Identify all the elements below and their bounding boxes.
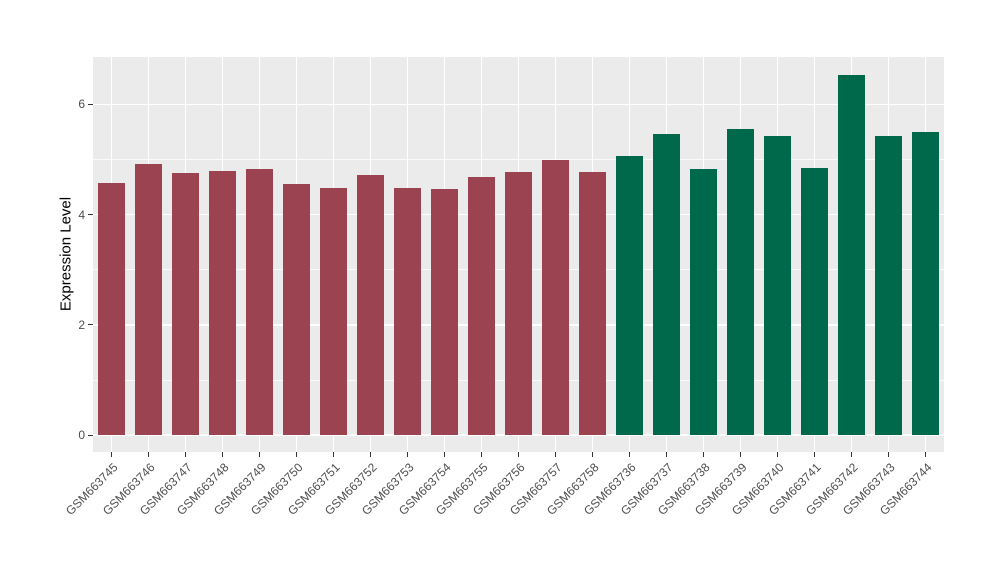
y-tick-label-2: 2 — [78, 317, 85, 332]
bar-GSM663756 — [504, 171, 532, 435]
bar-GSM663752 — [356, 174, 384, 435]
y-tick-label-4: 4 — [78, 207, 85, 222]
y-tick-label-6: 6 — [78, 97, 85, 112]
x-tick-mark-GSM663742 — [851, 452, 852, 457]
y-tick-mark-2 — [88, 324, 93, 326]
x-tick-mark-GSM663753 — [407, 452, 408, 457]
x-tick-mark-GSM663747 — [185, 452, 186, 457]
y-tick-mark-0 — [88, 434, 93, 436]
bar-GSM663753 — [393, 187, 421, 435]
bar-GSM663742 — [837, 75, 865, 435]
bar-GSM663745 — [97, 182, 125, 435]
x-tick-mark-GSM663749 — [259, 452, 260, 457]
bar-GSM663739 — [726, 129, 754, 435]
x-tick-mark-GSM663740 — [777, 452, 778, 457]
bar-GSM663754 — [430, 189, 458, 435]
bar-GSM663737 — [652, 133, 680, 435]
y-tick-mark-4 — [88, 214, 93, 216]
x-tick-mark-GSM663743 — [888, 452, 889, 457]
plot-panel — [93, 57, 944, 452]
bar-GSM663736 — [615, 155, 643, 435]
x-tick-mark-GSM663741 — [814, 452, 815, 457]
bar-GSM663740 — [763, 135, 791, 435]
x-tick-mark-GSM663738 — [703, 452, 704, 457]
x-tick-mark-GSM663752 — [370, 452, 371, 457]
bar-GSM663747 — [171, 173, 199, 435]
bar-GSM663749 — [245, 169, 273, 435]
x-tick-mark-GSM663751 — [333, 452, 334, 457]
bar-GSM663746 — [134, 163, 162, 435]
x-tick-mark-GSM663758 — [592, 452, 593, 457]
bar-GSM663744 — [911, 131, 939, 435]
bar-GSM663748 — [208, 170, 236, 435]
x-tick-mark-GSM663755 — [481, 452, 482, 457]
x-tick-mark-GSM663748 — [222, 452, 223, 457]
x-tick-mark-GSM663737 — [666, 452, 667, 457]
x-tick-mark-GSM663739 — [740, 452, 741, 457]
bar-GSM663757 — [541, 159, 569, 435]
bar-GSM663758 — [578, 172, 606, 435]
bar-GSM663755 — [467, 177, 495, 435]
bar-GSM663750 — [282, 184, 310, 435]
x-tick-mark-GSM663750 — [296, 452, 297, 457]
bar-GSM663751 — [319, 188, 347, 435]
bar-GSM663738 — [689, 168, 717, 435]
y-tick-mark-6 — [88, 103, 93, 105]
x-tick-mark-GSM663756 — [518, 452, 519, 457]
x-tick-mark-GSM663744 — [925, 452, 926, 457]
x-tick-mark-GSM663745 — [111, 452, 112, 457]
bar-GSM663741 — [800, 168, 828, 435]
x-tick-mark-GSM663746 — [148, 452, 149, 457]
bar-GSM663743 — [874, 136, 902, 435]
y-tick-label-0: 0 — [78, 428, 85, 442]
x-tick-mark-GSM663754 — [444, 452, 445, 457]
x-tick-mark-GSM663757 — [555, 452, 556, 457]
x-tick-mark-GSM663736 — [629, 452, 630, 457]
